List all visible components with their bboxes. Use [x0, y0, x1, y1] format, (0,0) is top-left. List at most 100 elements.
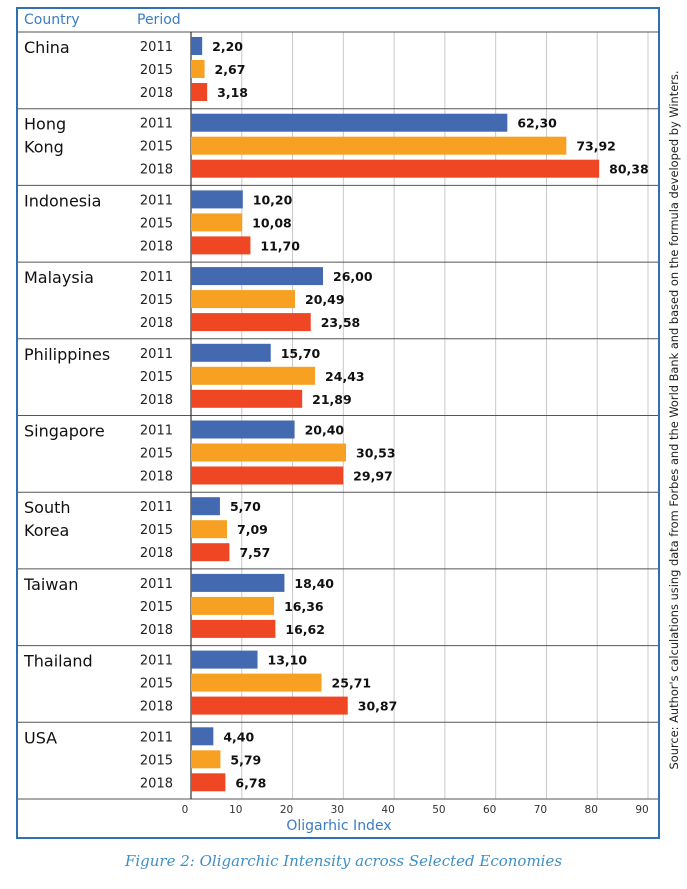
bar	[191, 83, 208, 101]
period-label: 2015	[140, 600, 173, 615]
period-label: 2015	[140, 216, 173, 231]
bar	[191, 696, 348, 715]
data-label: 7,57	[239, 545, 270, 560]
data-label: 26,00	[333, 269, 373, 284]
period-label: 2011	[140, 193, 173, 208]
country-label: Indonesia	[24, 191, 101, 210]
bar	[191, 389, 303, 408]
chart-frame	[16, 7, 660, 839]
bar	[191, 543, 230, 562]
data-label: 10,20	[253, 192, 293, 207]
bar	[191, 650, 258, 669]
data-label: 2,20	[212, 39, 243, 54]
source-note: Source: Author's calculations using data…	[667, 70, 681, 770]
bar	[191, 159, 600, 178]
bar	[191, 236, 251, 255]
bar	[191, 313, 311, 332]
bar	[191, 190, 243, 209]
period-label: 2018	[140, 623, 173, 638]
data-label: 20,49	[305, 292, 345, 307]
x-tick-label: 50	[432, 804, 445, 816]
period-label: 2015	[140, 447, 173, 462]
header-country: Country	[24, 12, 80, 28]
data-label: 5,70	[230, 499, 261, 514]
data-label: 20,40	[305, 423, 345, 438]
country-label: Hong	[24, 115, 66, 134]
bar	[191, 773, 226, 792]
data-label: 4,40	[223, 729, 254, 744]
data-label: 24,43	[325, 369, 365, 384]
period-label: 2015	[140, 753, 173, 768]
country-label: USA	[24, 728, 57, 747]
data-label: 6,78	[235, 775, 266, 790]
bar	[191, 520, 228, 539]
bar	[191, 343, 271, 362]
bar	[191, 750, 221, 769]
data-label: 13,10	[268, 653, 308, 668]
x-axis-label: Oligarhic Index	[286, 818, 391, 834]
data-label: 5,79	[230, 752, 261, 767]
data-label: 10,08	[252, 215, 292, 230]
data-label: 62,30	[517, 116, 557, 131]
data-label: 18,40	[294, 576, 334, 591]
data-label: 16,36	[284, 599, 324, 614]
country-label: Kong	[24, 138, 64, 157]
period-label: 2015	[140, 293, 173, 308]
period-label: 2018	[140, 776, 173, 791]
figure-caption: Figure 2: Oligarchic Intensity across Se…	[124, 852, 563, 870]
period-label: 2018	[140, 86, 173, 101]
period-label: 2011	[140, 117, 173, 132]
bar	[191, 443, 347, 462]
data-label: 16,62	[285, 622, 325, 637]
data-label: 21,89	[312, 392, 352, 407]
period-label: 2018	[140, 470, 173, 485]
data-label: 25,71	[332, 676, 372, 691]
period-label: 2011	[140, 577, 173, 592]
x-tick-label: 60	[483, 804, 496, 816]
bar	[191, 267, 324, 286]
bar	[191, 596, 275, 615]
period-label: 2011	[140, 500, 173, 515]
bar	[191, 497, 220, 516]
period-label: 2018	[140, 239, 173, 254]
data-label: 7,09	[237, 522, 268, 537]
data-label: 11,70	[260, 238, 300, 253]
period-label: 2011	[140, 730, 173, 745]
data-label: 2,67	[215, 62, 246, 77]
period-label: 2015	[140, 523, 173, 538]
data-label: 15,70	[281, 346, 321, 361]
country-label: China	[24, 38, 70, 57]
data-label: 29,97	[353, 469, 393, 484]
bar	[191, 466, 344, 485]
period-label: 2015	[140, 370, 173, 385]
bar	[191, 213, 243, 232]
bar	[191, 727, 214, 746]
period-label: 2018	[140, 316, 173, 331]
x-tick-label: 70	[534, 804, 547, 816]
data-label: 80,38	[609, 162, 649, 177]
period-label: 2018	[140, 393, 173, 408]
country-label: Thailand	[23, 652, 93, 671]
period-label: 2011	[140, 347, 173, 362]
bar	[191, 619, 276, 638]
country-label: Philippines	[24, 345, 110, 364]
bar	[191, 290, 296, 309]
country-label: Korea	[24, 521, 69, 540]
data-label: 3,18	[217, 85, 248, 100]
period-label: 2018	[140, 546, 173, 561]
country-label: Singapore	[24, 422, 105, 441]
x-tick-label: 90	[635, 804, 648, 816]
period-label: 2011	[140, 654, 173, 669]
data-label: 23,58	[321, 315, 361, 330]
period-label: 2015	[140, 140, 173, 155]
bar-chart: Country Period China 2011 2,20 2015 2,67 2018 3,…	[18, 12, 658, 834]
period-label: 2018	[140, 163, 173, 178]
bar	[191, 420, 295, 439]
data-label: 73,92	[576, 139, 616, 154]
x-tick-label: 0	[182, 804, 189, 816]
data-label: 30,53	[356, 446, 396, 461]
x-tick-label: 10	[229, 804, 242, 816]
bar	[191, 60, 205, 78]
period-label: 2018	[140, 700, 173, 715]
country-label: Taiwan	[23, 575, 78, 594]
